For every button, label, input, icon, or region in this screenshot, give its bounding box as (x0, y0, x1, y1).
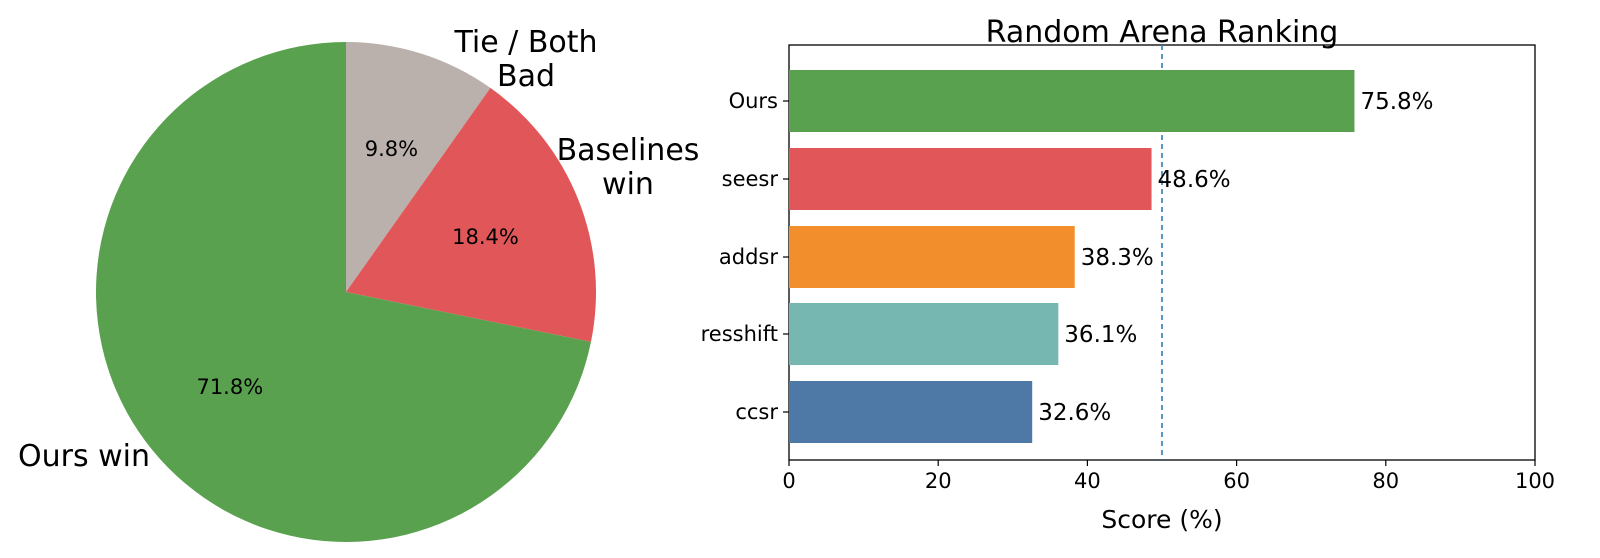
x-tick-label: 20 (925, 469, 952, 493)
y-tick-label: resshift (701, 322, 778, 346)
pie-outer-label: Tie / Both Bad (453, 25, 597, 94)
bar-value-label: 38.3% (1081, 245, 1154, 271)
pie-outer-label: Baselines win (557, 133, 700, 202)
pie-slice-tie-both-bad (346, 42, 491, 292)
bar-value-label: 36.1% (1064, 322, 1137, 348)
y-tick-label: Ours (729, 89, 778, 113)
y-tick-label: seesr (722, 167, 779, 191)
pie-percent-label: 18.4% (452, 225, 519, 249)
pie-chart: 9.8% 18.4% 71.8% Tie / Both Bad Baselines win O… (18, 25, 699, 542)
y-tick-label: addsr (719, 245, 778, 269)
pie-outer-label: Ours win (18, 439, 150, 474)
y-tick-label: ccsr (735, 400, 778, 424)
pie-slice-baselines-win (346, 87, 596, 342)
bar-value-label: 48.6% (1158, 167, 1231, 193)
pie-percent-label: 71.8% (196, 375, 263, 399)
pie-percent-label: 9.8% (365, 137, 418, 161)
bar-addsr (789, 226, 1075, 288)
bar-value-label: 75.8% (1360, 89, 1433, 115)
bar-chart: Random Arena Ranking Score (%) Ours 75.8%… (701, 15, 1555, 534)
bar-resshift (789, 303, 1059, 365)
bar-chart-title: Random Arena Ranking (986, 15, 1339, 50)
x-tick-label: 60 (1223, 469, 1250, 493)
x-tick-label: 80 (1372, 469, 1399, 493)
bar-ccsr (789, 381, 1033, 443)
bar-Ours (789, 70, 1355, 132)
pie-slice-ours-win (96, 42, 591, 542)
bar-seesr (789, 148, 1152, 210)
x-tick-label: 0 (782, 469, 795, 493)
x-axis-title: Score (%) (1101, 505, 1222, 534)
x-tick-label: 100 (1515, 469, 1555, 493)
bar-value-label: 32.6% (1038, 400, 1111, 426)
x-tick-label: 40 (1074, 469, 1101, 493)
